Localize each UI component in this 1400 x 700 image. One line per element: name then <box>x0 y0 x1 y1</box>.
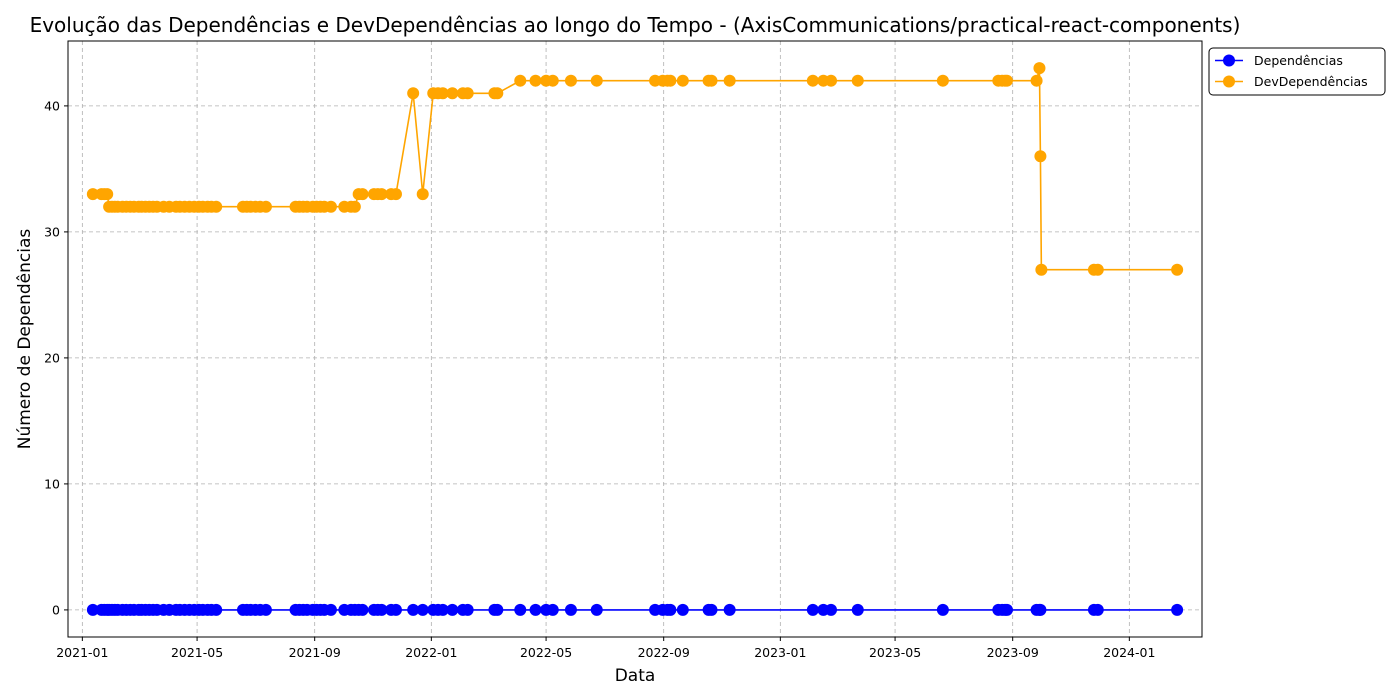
data-point <box>416 188 429 201</box>
legend-box <box>1208 47 1386 96</box>
x-tick-label: 2022-05 <box>520 645 572 660</box>
ticks: 2021-01 2021-05 2021-09 2022-01 2022-05 2022-… <box>44 98 1155 660</box>
y-tick-label: 0 <box>52 602 60 617</box>
series-devdependencias <box>86 62 1184 276</box>
data-point <box>1000 74 1013 87</box>
data-point <box>564 74 577 87</box>
data-point <box>705 603 718 616</box>
data-point <box>356 188 369 201</box>
data-point <box>86 188 99 201</box>
data-point <box>436 603 449 616</box>
y-tick-label: 10 <box>44 476 60 491</box>
data-point <box>436 87 449 100</box>
data-point <box>676 74 689 87</box>
legend-label: Dependências <box>1254 53 1343 68</box>
data-point <box>723 74 736 87</box>
y-tick-label: 30 <box>44 224 60 239</box>
x-tick-label: 2021-01 <box>56 645 108 660</box>
y-tick-label: 40 <box>44 98 60 113</box>
data-point <box>825 603 838 616</box>
legend-marker <box>1223 54 1235 67</box>
x-tick-label: 2021-05 <box>171 645 223 660</box>
data-point <box>356 603 369 616</box>
data-point <box>514 603 527 616</box>
grid <box>68 41 1202 637</box>
data-point <box>101 188 114 201</box>
data-point <box>210 200 223 213</box>
x-tick-label: 2023-09 <box>987 645 1039 660</box>
data-point <box>546 74 559 87</box>
data-point <box>86 603 99 616</box>
data-point <box>806 603 819 616</box>
data-point <box>1035 263 1048 276</box>
data-point <box>705 74 718 87</box>
data-point <box>324 200 337 213</box>
data-point <box>1171 263 1184 276</box>
data-point <box>446 603 459 616</box>
data-point <box>259 603 272 616</box>
data-point <box>1030 74 1043 87</box>
data-point <box>407 87 420 100</box>
legend-item: Dependências <box>1215 53 1343 68</box>
x-tick-label: 2022-09 <box>638 645 690 660</box>
x-axis-label: Data <box>615 666 656 686</box>
data-point <box>407 603 420 616</box>
data-point <box>1091 263 1104 276</box>
legend-item: DevDependências <box>1215 74 1368 89</box>
x-tick-label: 2022-01 <box>405 645 457 660</box>
data-point <box>851 603 864 616</box>
data-point <box>806 74 819 87</box>
series-line <box>92 67 1178 271</box>
data-point <box>1091 603 1104 616</box>
data-point <box>936 603 949 616</box>
data-point <box>416 603 429 616</box>
data-point <box>324 603 337 616</box>
series-dependencias <box>86 603 1184 616</box>
data-point <box>461 603 474 616</box>
data-point <box>564 603 577 616</box>
data-point <box>375 603 388 616</box>
data-point <box>491 87 504 100</box>
data-point <box>936 74 949 87</box>
legend-label: DevDependências <box>1254 74 1368 89</box>
x-tick-label: 2021-09 <box>289 645 341 660</box>
x-tick-label: 2023-01 <box>754 645 806 660</box>
data-point <box>259 200 272 213</box>
data-point <box>851 74 864 87</box>
data-point <box>1000 603 1013 616</box>
data-point <box>590 603 603 616</box>
data-point <box>546 603 559 616</box>
data-point <box>1033 62 1046 75</box>
data-point <box>1034 603 1047 616</box>
legend: Dependências DevDependências <box>1208 47 1386 96</box>
x-tick-label: 2024-01 <box>1103 645 1155 660</box>
y-axis-label: Número de Dependências <box>15 229 35 450</box>
chart-title: Evolução das Dependências e DevDependênc… <box>30 13 1241 37</box>
y-tick-label: 20 <box>44 350 60 365</box>
data-point <box>723 603 736 616</box>
data-point <box>664 603 677 616</box>
data-point <box>514 74 527 87</box>
data-point <box>825 74 838 87</box>
x-tick-label: 2023-05 <box>869 645 921 660</box>
data-point <box>389 188 402 201</box>
data-point <box>1034 150 1047 163</box>
data-point <box>446 87 459 100</box>
data-point <box>375 188 388 201</box>
data-point <box>491 603 504 616</box>
data-point <box>348 200 361 213</box>
data-point <box>664 74 677 87</box>
data-point <box>529 74 542 87</box>
data-point <box>461 87 474 100</box>
data-point <box>676 603 689 616</box>
data-point <box>389 603 402 616</box>
data-point <box>590 74 603 87</box>
series-layer <box>86 62 1184 616</box>
data-point <box>1171 603 1184 616</box>
axes-frame <box>67 40 1203 638</box>
data-point <box>529 603 542 616</box>
data-point <box>210 603 223 616</box>
legend-marker <box>1223 75 1235 88</box>
